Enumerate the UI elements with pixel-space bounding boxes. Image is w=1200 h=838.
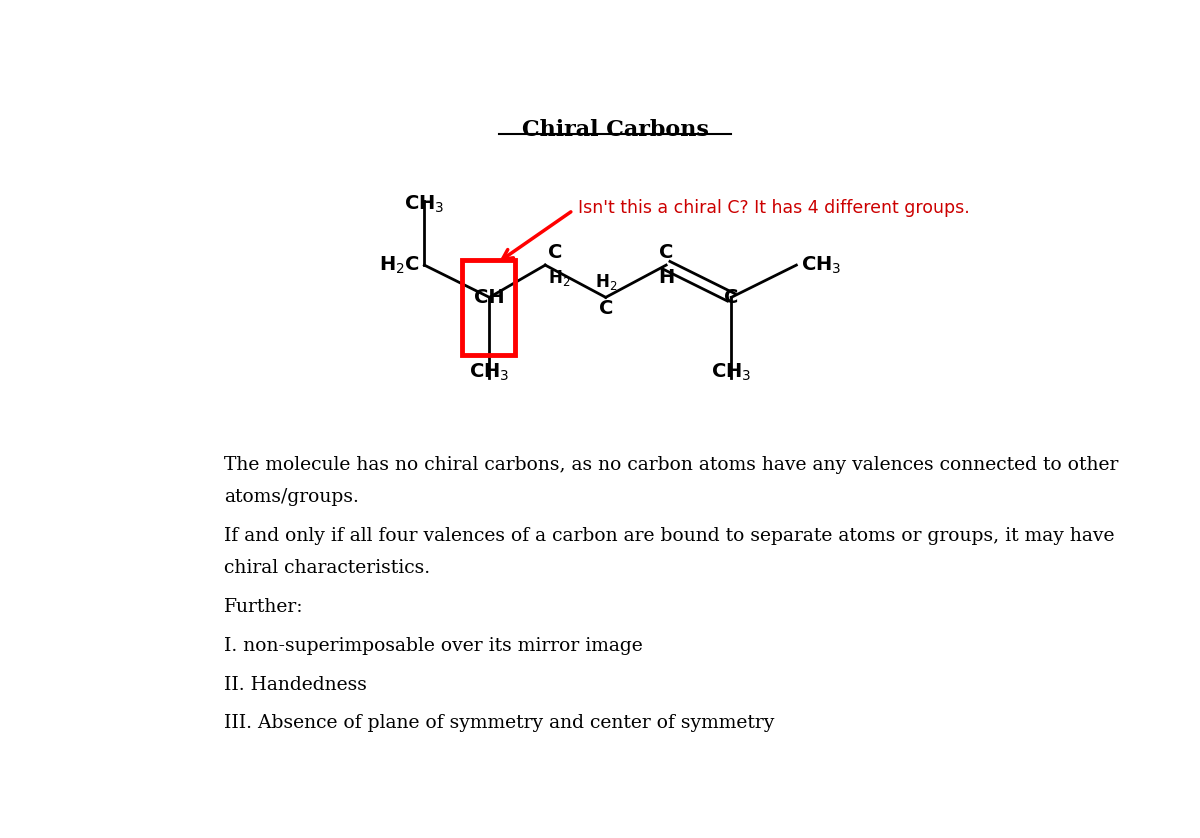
Text: CH$_3$: CH$_3$ <box>404 194 444 215</box>
Bar <box>462 260 516 355</box>
Text: I. non-superimposable over its mirror image: I. non-superimposable over its mirror im… <box>224 637 643 654</box>
Text: If and only if all four valences of a carbon are bound to separate atoms or grou: If and only if all four valences of a ca… <box>224 527 1115 545</box>
Text: C: C <box>548 243 563 262</box>
Text: Further:: Further: <box>224 598 304 616</box>
Text: CH$_3$: CH$_3$ <box>802 255 841 276</box>
Text: Isn't this a chiral C? It has 4 different groups.: Isn't this a chiral C? It has 4 differen… <box>578 199 970 217</box>
Text: H$_2$: H$_2$ <box>594 272 617 292</box>
Text: C: C <box>724 288 738 307</box>
Text: H: H <box>658 268 674 287</box>
Text: H$_2$C: H$_2$C <box>379 255 420 276</box>
Text: chiral characteristics.: chiral characteristics. <box>224 560 431 577</box>
Text: The molecule has no chiral carbons, as no carbon atoms have any valences connect: The molecule has no chiral carbons, as n… <box>224 456 1118 474</box>
Text: C: C <box>659 243 673 262</box>
Text: Chiral Carbons: Chiral Carbons <box>522 119 708 141</box>
Text: atoms/groups.: atoms/groups. <box>224 489 359 506</box>
Text: H$_2$: H$_2$ <box>548 268 570 288</box>
Text: CH: CH <box>474 288 505 307</box>
Text: III. Absence of plane of symmetry and center of symmetry: III. Absence of plane of symmetry and ce… <box>224 714 775 732</box>
Text: CH$_3$: CH$_3$ <box>469 362 510 383</box>
Text: C: C <box>599 298 613 318</box>
Text: CH$_3$: CH$_3$ <box>712 362 751 383</box>
Text: II. Handedness: II. Handedness <box>224 675 367 694</box>
